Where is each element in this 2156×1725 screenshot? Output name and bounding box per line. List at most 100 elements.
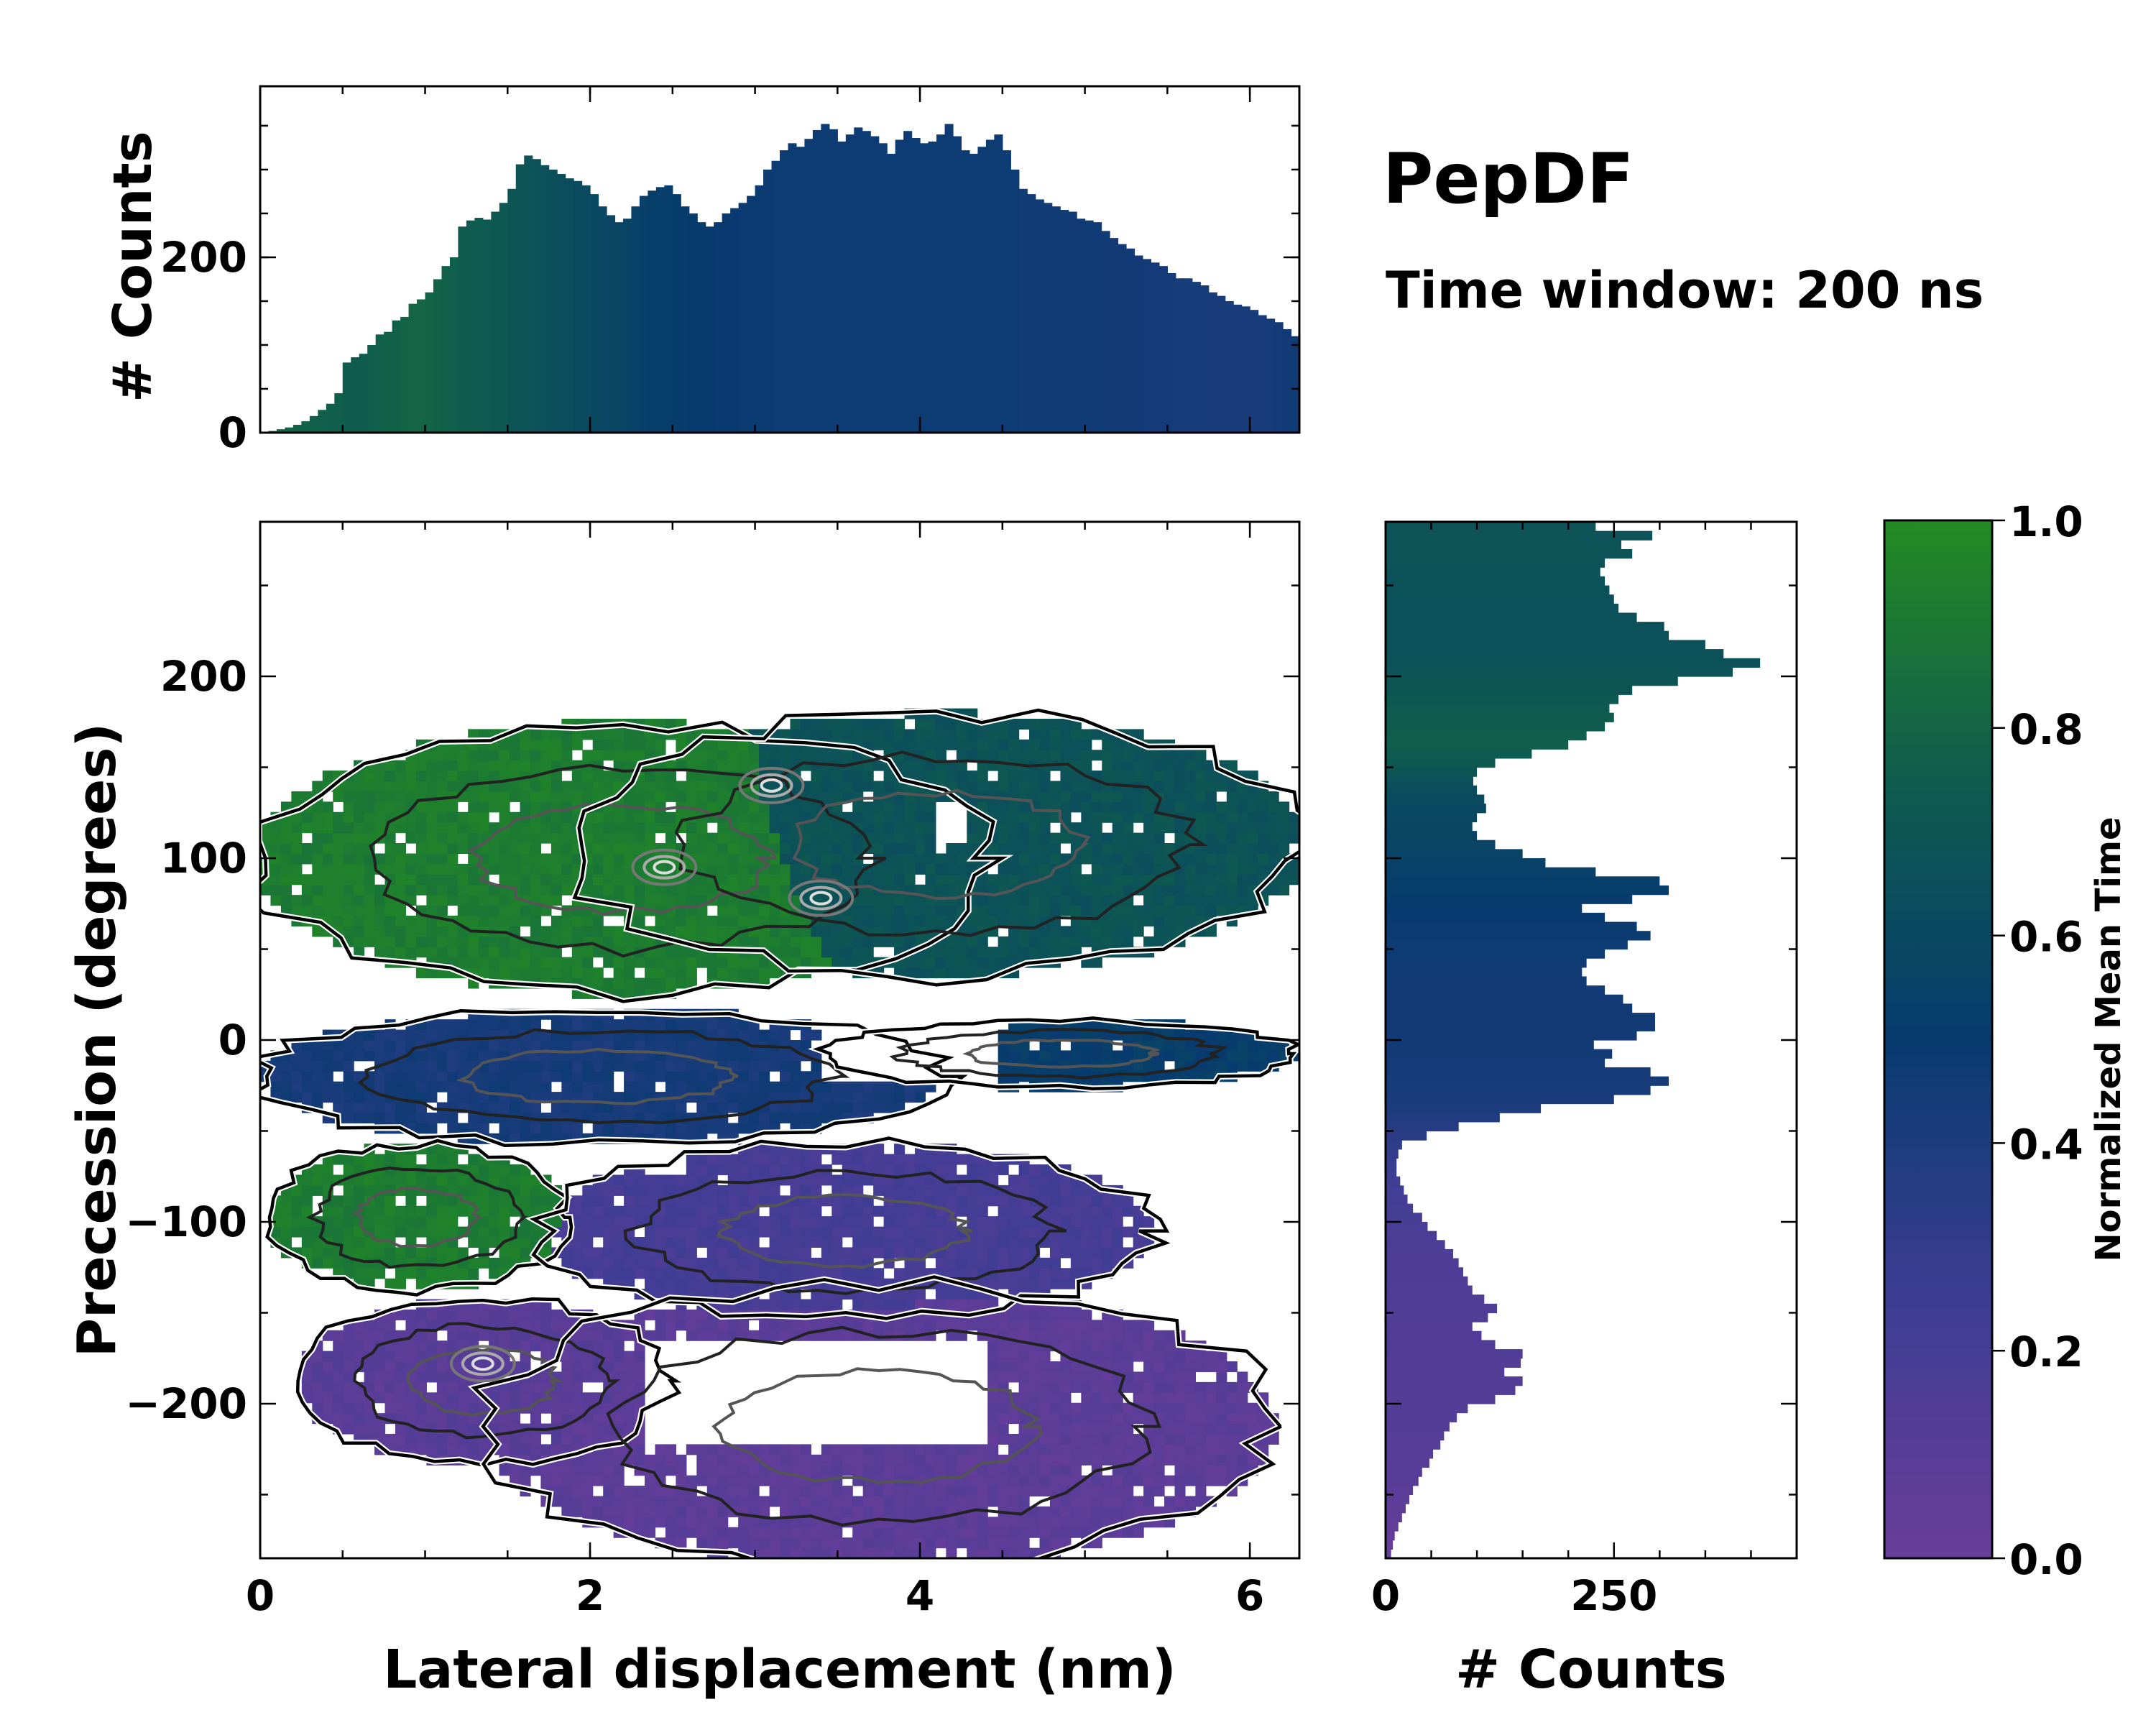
- heatmap-cell: [624, 1019, 635, 1031]
- heatmap-cell: [769, 750, 780, 761]
- heatmap-cell: [1070, 1423, 1082, 1435]
- heatmap-cell: [312, 1092, 323, 1103]
- heatmap-cell: [914, 760, 926, 771]
- heatmap-cell: [447, 781, 459, 792]
- heatmap-cell: [436, 1433, 448, 1445]
- heatmap-cell: [301, 1050, 313, 1062]
- heatmap-cell: [842, 1195, 853, 1207]
- heatmap-cell: [489, 1174, 500, 1186]
- heatmap-cell: [1018, 915, 1030, 926]
- heatmap-cell: [333, 884, 344, 896]
- heatmap-cell: [354, 874, 365, 886]
- heatmap-cell: [613, 1330, 625, 1341]
- heatmap-cell: [1008, 1174, 1020, 1186]
- heatmap-cell: [1029, 1527, 1041, 1538]
- heatmap-cell: [489, 895, 500, 906]
- heatmap-cell: [1123, 1433, 1134, 1445]
- heatmap-cell: [270, 863, 282, 875]
- heatmap-cell: [759, 1144, 770, 1155]
- heatmap-cell: [436, 863, 448, 875]
- heatmap-cell: [499, 1381, 510, 1393]
- heatmap-cell: [831, 1496, 843, 1507]
- heatmap-cell: [852, 801, 864, 813]
- heatmap-cell: [415, 1050, 427, 1062]
- heatmap-cell: [769, 811, 780, 823]
- heatmap-cell: [415, 853, 427, 865]
- heatmap-cell: [852, 1444, 864, 1455]
- heatmap-cell: [1008, 750, 1020, 761]
- heatmap-cell: [624, 1423, 635, 1435]
- heatmap-cell: [1081, 1381, 1092, 1393]
- heatmap-cell: [727, 1268, 739, 1279]
- heatmap-cell: [790, 863, 801, 875]
- heatmap-cell: [426, 1050, 438, 1062]
- heatmap-cell: [748, 1537, 760, 1549]
- heatmap-cell: [842, 1226, 853, 1238]
- heatmap-cell: [842, 791, 853, 802]
- heatmap-cell: [780, 1268, 791, 1279]
- heatmap-cell: [592, 1216, 604, 1228]
- heatmap-cell: [1029, 1547, 1041, 1558]
- heatmap-cell: [967, 1268, 978, 1279]
- heatmap-cell: [1070, 1433, 1082, 1445]
- heatmap-cell: [343, 895, 354, 906]
- heatmap-cell: [1060, 1392, 1072, 1404]
- heatmap-cell: [582, 1040, 594, 1052]
- heatmap-cell: [426, 1413, 438, 1425]
- heatmap-cell: [1060, 1361, 1072, 1373]
- heatmap-cell: [301, 1092, 313, 1103]
- heatmap-cell: [550, 1123, 562, 1134]
- heatmap-cell: [301, 1371, 313, 1383]
- heatmap-cell: [1112, 926, 1123, 937]
- heatmap-cell: [894, 1236, 906, 1248]
- heatmap-cell: [354, 801, 365, 813]
- heatmap-cell: [634, 1081, 645, 1092]
- heatmap-cell: [343, 1216, 354, 1228]
- heatmap-cell: [998, 1195, 1009, 1207]
- heatmap-cell: [967, 739, 978, 750]
- heatmap-cell: [333, 1092, 344, 1103]
- heatmap-cell: [645, 1195, 656, 1207]
- heatmap-cell: [291, 843, 303, 855]
- heatmap-cell: [520, 1060, 531, 1072]
- heatmap-cell: [624, 1257, 635, 1269]
- heatmap-cell: [717, 895, 729, 906]
- heatmap-cell: [1029, 822, 1041, 834]
- heatmap-cell: [655, 1496, 666, 1507]
- heatmap-cell: [727, 1289, 739, 1300]
- heatmap-cell: [1081, 884, 1092, 896]
- heatmap-cell: [831, 1454, 843, 1466]
- heatmap-cell: [956, 750, 967, 761]
- heatmap-cell: [686, 1527, 697, 1538]
- heatmap-cell: [821, 853, 832, 865]
- heatmap-cell: [510, 1060, 521, 1072]
- heatmap-cell: [571, 1371, 583, 1383]
- heatmap-cell: [603, 1454, 614, 1466]
- heatmap-cell: [706, 884, 718, 896]
- heatmap-cell: [873, 1444, 885, 1455]
- heatmap-cell: [811, 1236, 822, 1248]
- heatmap-cell: [592, 1102, 604, 1113]
- heatmap-cell: [935, 1299, 946, 1310]
- heatmap-cell: [696, 1527, 708, 1538]
- heatmap-cell: [540, 1465, 552, 1476]
- top-histogram-bar: [1118, 244, 1127, 433]
- heatmap-cell: [582, 781, 594, 792]
- heatmap-cell: [395, 1060, 407, 1072]
- heatmap-cell: [1008, 1226, 1020, 1238]
- heatmap-cell: [1060, 739, 1072, 750]
- heatmap-cell: [603, 936, 614, 947]
- heatmap-cell: [686, 1019, 697, 1031]
- heatmap-cell: [592, 1454, 604, 1466]
- heatmap-cell: [571, 739, 583, 750]
- heatmap-cell: [811, 853, 822, 865]
- heatmap-cell: [873, 832, 885, 844]
- heatmap-cell: [624, 1517, 635, 1528]
- heatmap-cell: [561, 811, 573, 823]
- heatmap-cell: [676, 1496, 687, 1507]
- heatmap-cell: [831, 822, 843, 834]
- heatmap-cell: [582, 1247, 594, 1259]
- heatmap-cell: [571, 1019, 583, 1031]
- heatmap-cell: [676, 1060, 687, 1072]
